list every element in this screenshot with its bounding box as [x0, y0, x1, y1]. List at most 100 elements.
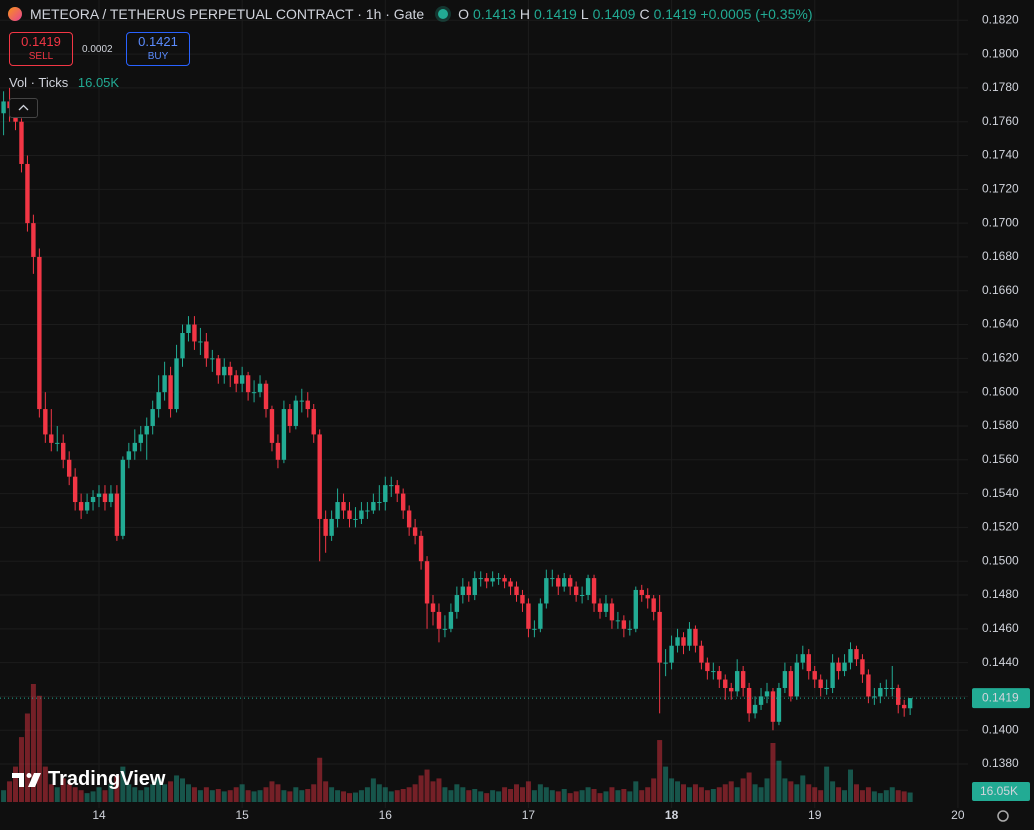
volume-bar: [197, 790, 203, 802]
candle-body: [389, 485, 394, 487]
last-price-label: 0.1419: [982, 690, 1019, 704]
volume-bar: [776, 760, 782, 802]
volume-bar: [508, 789, 514, 802]
y-tick-label: 0.1660: [982, 283, 1019, 297]
ohlc-label: C: [639, 6, 650, 22]
volume-bar: [412, 784, 418, 802]
candle-body: [395, 485, 400, 494]
candle-body: [144, 425, 149, 435]
volume-bar: [573, 791, 579, 802]
candle-body: [669, 645, 674, 663]
chevron: [18, 104, 29, 111]
candle-body: [239, 375, 245, 384]
ohlc-value: 0.1413: [473, 6, 516, 22]
volume-bar: [400, 789, 406, 802]
candle-body: [102, 493, 108, 503]
candle-body: [705, 662, 710, 672]
candle-body: [609, 603, 615, 621]
candle-body: [544, 578, 549, 604]
volume-bar: [836, 787, 842, 802]
volume-bar: [549, 790, 555, 802]
volume-bar: [472, 789, 478, 802]
volume-bar: [591, 789, 597, 802]
volume-bar: [311, 784, 317, 802]
candle-body: [460, 586, 466, 596]
spread: 0.0002: [82, 44, 113, 55]
sell-button[interactable]: 0.1419 SELL: [9, 32, 73, 66]
volume-bar: [54, 787, 60, 802]
candle-body: [430, 603, 436, 612]
candle-body: [782, 671, 788, 688]
candle-body: [645, 595, 650, 599]
candle-body: [860, 659, 865, 675]
candle-body: [872, 696, 877, 698]
brand: TradingView: [12, 768, 165, 791]
y-tick-label: 0.1700: [982, 215, 1019, 229]
candle-body: [878, 687, 883, 697]
volume-bar: [335, 790, 341, 802]
volume-bar: [794, 784, 800, 802]
volume-bar: [48, 784, 54, 802]
volume-bar: [603, 791, 609, 802]
volume-bar: [120, 766, 126, 802]
volume-bar: [430, 781, 436, 802]
volume-bar: [442, 787, 448, 802]
volume-bar: [406, 787, 412, 802]
y-tick-label: 0.1500: [982, 553, 1019, 567]
y-tick-label: 0.1400: [982, 722, 1019, 736]
volume-bar: [233, 787, 239, 802]
y-tick-label: 0.1720: [982, 181, 1019, 195]
candle-body: [228, 366, 233, 376]
candle-body: [490, 578, 495, 582]
volume-bar: [215, 789, 221, 802]
volume-bar: [18, 737, 24, 802]
candle-body: [740, 671, 746, 688]
volume-bar: [597, 793, 603, 802]
volume-tag: [972, 782, 1030, 801]
volume-bar: [579, 790, 585, 802]
candle-body: [25, 163, 30, 224]
candle-body: [257, 383, 263, 393]
collapse-button[interactable]: [9, 98, 38, 118]
candle-body: [233, 375, 239, 384]
candle-body: [651, 598, 656, 612]
y-tick-label: 0.1820: [982, 12, 1019, 26]
volume-bar: [901, 791, 907, 802]
candle-body: [198, 341, 203, 343]
y-tick-label: 0.1800: [982, 46, 1019, 60]
volume-bar: [853, 784, 859, 802]
candle-body: [353, 518, 358, 520]
volume-bar: [269, 781, 275, 802]
volume-bar: [514, 784, 520, 802]
volume-bar: [669, 778, 675, 802]
buy-button[interactable]: 0.1421 BUY: [126, 32, 190, 66]
volume-value: 16.05K: [77, 75, 120, 90]
candle-body: [37, 256, 42, 410]
settings-icon[interactable]: [997, 810, 1009, 822]
candle-body: [1, 101, 6, 114]
volume-bar: [871, 791, 877, 802]
volume-legend: Vol · Ticks 16.05K: [9, 75, 119, 90]
candle-body: [562, 578, 567, 587]
candle-body: [61, 442, 66, 460]
candle-body: [418, 535, 424, 562]
candle-body: [78, 502, 84, 511]
volume-bar: [657, 740, 663, 802]
volume-bar: [347, 793, 353, 802]
volume-bar: [895, 790, 901, 802]
volume-bar: [281, 790, 287, 802]
volume-bar: [722, 784, 728, 802]
candle-body: [454, 595, 460, 612]
volume-bar: [191, 787, 197, 802]
x-tick-label: 15: [235, 808, 249, 822]
candle-body: [621, 620, 627, 629]
candle-body: [287, 409, 293, 426]
symbol-logo: [8, 7, 22, 21]
candle-body: [794, 662, 800, 697]
volume-bar: [174, 775, 180, 802]
candle-body: [210, 358, 215, 360]
volume-bar: [1, 790, 7, 802]
volume-bar: [746, 772, 752, 802]
volume-bar: [555, 791, 561, 802]
